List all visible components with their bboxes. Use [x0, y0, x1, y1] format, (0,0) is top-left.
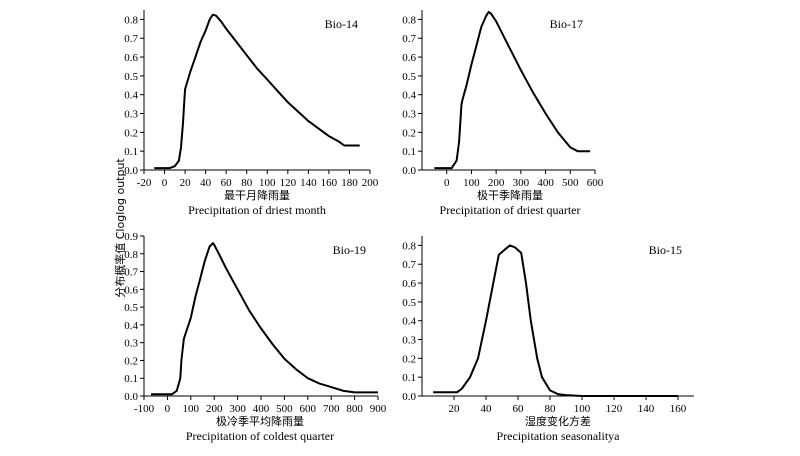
- y-tick-label: 0.3: [402, 109, 416, 121]
- y-tick-label: 0.7: [402, 33, 416, 45]
- x-tick-label: 160: [670, 403, 687, 415]
- x-tick-label: 300: [229, 403, 246, 415]
- y-tick-label: 0.5: [402, 71, 416, 83]
- x-tick-label: 900: [370, 403, 387, 415]
- y-tick-label: 0.4: [402, 316, 416, 328]
- x-tick-label: 500: [276, 403, 293, 415]
- y-tick-label: 0.3: [124, 109, 138, 121]
- y-tick-label: 0.8: [124, 249, 138, 261]
- x-tick-label: 500: [562, 177, 579, 189]
- panel-title: Bio-19: [333, 243, 366, 257]
- y-tick-label: 0.0: [124, 165, 138, 177]
- x-tick-label: -20: [137, 177, 152, 189]
- response-curve-line: [434, 10, 591, 170]
- x-tick-label: 140: [638, 403, 655, 415]
- x-tick-label: 100: [574, 403, 591, 415]
- y-axis-label: 分布概率值 Cloglog output: [113, 158, 127, 298]
- panel-title: Bio-17: [550, 17, 583, 31]
- x-axis-label-chinese: 最干月降雨量: [224, 188, 290, 202]
- y-tick-label: 0.4: [124, 90, 138, 102]
- x-tick-label: 100: [463, 177, 480, 189]
- x-tick-label: 0: [165, 403, 171, 415]
- y-tick-label: 0.3: [402, 335, 416, 347]
- chart-panel-bio-19: 0.0 0.1 0.2 0.3 0.4 0.5 0.6 0.7 0.8 0.9 -100 0 100 20…: [124, 231, 387, 443]
- y-tick-label: 0.6: [402, 52, 416, 64]
- y-tick-label: 0.8: [402, 240, 416, 252]
- x-tick-label: 100: [259, 177, 276, 189]
- x-tick-label: 60: [221, 177, 233, 189]
- y-tick-label: 0.7: [124, 33, 138, 45]
- y-tick-label: 0.4: [402, 90, 416, 102]
- x-tick-label: 100: [183, 403, 200, 415]
- x-axis-label-english: Precipitation of driest quarter: [440, 203, 581, 217]
- y-tick-label: 0.1: [402, 372, 416, 384]
- x-tick-label: -100: [134, 403, 155, 415]
- x-tick-label: 600: [587, 177, 604, 189]
- y-tick-label: 0.6: [124, 52, 138, 64]
- y-tick-label: 0.8: [124, 14, 138, 26]
- x-tick-label: 200: [488, 177, 505, 189]
- y-tick-label: 0.1: [402, 146, 416, 158]
- x-tick-label: 40: [200, 177, 212, 189]
- y-tick-label: 0.4: [124, 320, 138, 332]
- x-axis-label-chinese: 湿度变化方差: [525, 414, 591, 428]
- x-tick-label: 120: [606, 403, 623, 415]
- x-tick-label: 200: [362, 177, 379, 189]
- x-tick-label: 600: [300, 403, 317, 415]
- x-axis-label-chinese: 极冷季平均降雨量: [216, 414, 304, 428]
- x-tick-label: 0: [162, 177, 168, 189]
- y-tick-label: 0.0: [124, 391, 138, 403]
- y-tick-label: 0.0: [402, 391, 416, 403]
- y-tick-label: 0.0: [402, 165, 416, 177]
- x-tick-label: 300: [513, 177, 530, 189]
- x-tick-label: 800: [346, 403, 363, 415]
- y-tick-label: 0.7: [124, 267, 138, 279]
- y-tick-label: 0.5: [124, 71, 138, 83]
- y-tick-label: 0.9: [124, 231, 138, 243]
- x-tick-label: 160: [321, 177, 338, 189]
- x-tick-label: 180: [341, 177, 358, 189]
- x-tick-label: 80: [241, 177, 253, 189]
- x-tick-label: 60: [513, 403, 525, 415]
- panel-title: Bio-15: [649, 243, 682, 257]
- chart-panel-bio-15: 0.0 0.1 0.2 0.3 0.4 0.5 0.6 0.7 0.8 20 40 60 80 100 12…: [402, 236, 694, 443]
- y-tick-label: 0.1: [124, 146, 138, 158]
- x-axis-label-chinese: 极干季降雨量: [477, 188, 543, 202]
- x-tick-label: 400: [537, 177, 554, 189]
- chart-panel-bio-14: 0.0 0.1 0.2 0.3 0.4 0.5 0.6 0.7 0.8 -20 0 20 40 60 80 1…: [124, 10, 379, 217]
- x-tick-label: 80: [545, 403, 557, 415]
- response-curve-line: [151, 242, 378, 396]
- x-tick-label: 20: [180, 177, 192, 189]
- response-curve-line: [433, 244, 678, 397]
- y-tick-label: 0.5: [402, 297, 416, 309]
- y-tick-label: 0.2: [124, 127, 138, 139]
- x-tick-label: 400: [253, 403, 270, 415]
- x-axis-label-english: Precipitation of coldest quarter: [186, 429, 334, 443]
- y-tick-label: 0.2: [402, 353, 416, 365]
- y-tick-label: 0.6: [124, 284, 138, 296]
- x-axis-label-english: Precipitation of driest month: [188, 203, 326, 217]
- y-tick-label: 0.2: [402, 127, 416, 139]
- y-tick-label: 0.1: [124, 373, 138, 385]
- y-tick-label: 0.6: [402, 278, 416, 290]
- y-tick-label: 0.3: [124, 338, 138, 350]
- chart-panel-bio-17: 0.0 0.1 0.2 0.3 0.4 0.5 0.6 0.7 0.8 0 100 200 300 400…: [402, 10, 604, 217]
- x-tick-label: 20: [449, 403, 461, 415]
- x-tick-label: 40: [481, 403, 493, 415]
- x-tick-label: 120: [280, 177, 297, 189]
- x-tick-label: 700: [323, 403, 340, 415]
- y-tick-label: 0.7: [402, 259, 416, 271]
- x-tick-label: 140: [300, 177, 317, 189]
- y-tick-label: 0.2: [124, 355, 138, 367]
- x-tick-label: 200: [206, 403, 223, 415]
- y-tick-label: 0.5: [124, 302, 138, 314]
- panel-title: Bio-14: [325, 17, 358, 31]
- y-tick-label: 0.8: [402, 14, 416, 26]
- response-curve-line: [154, 13, 360, 170]
- x-tick-label: 0: [444, 177, 450, 189]
- x-axis-label-english: Precipitation seasonalitya: [497, 429, 621, 443]
